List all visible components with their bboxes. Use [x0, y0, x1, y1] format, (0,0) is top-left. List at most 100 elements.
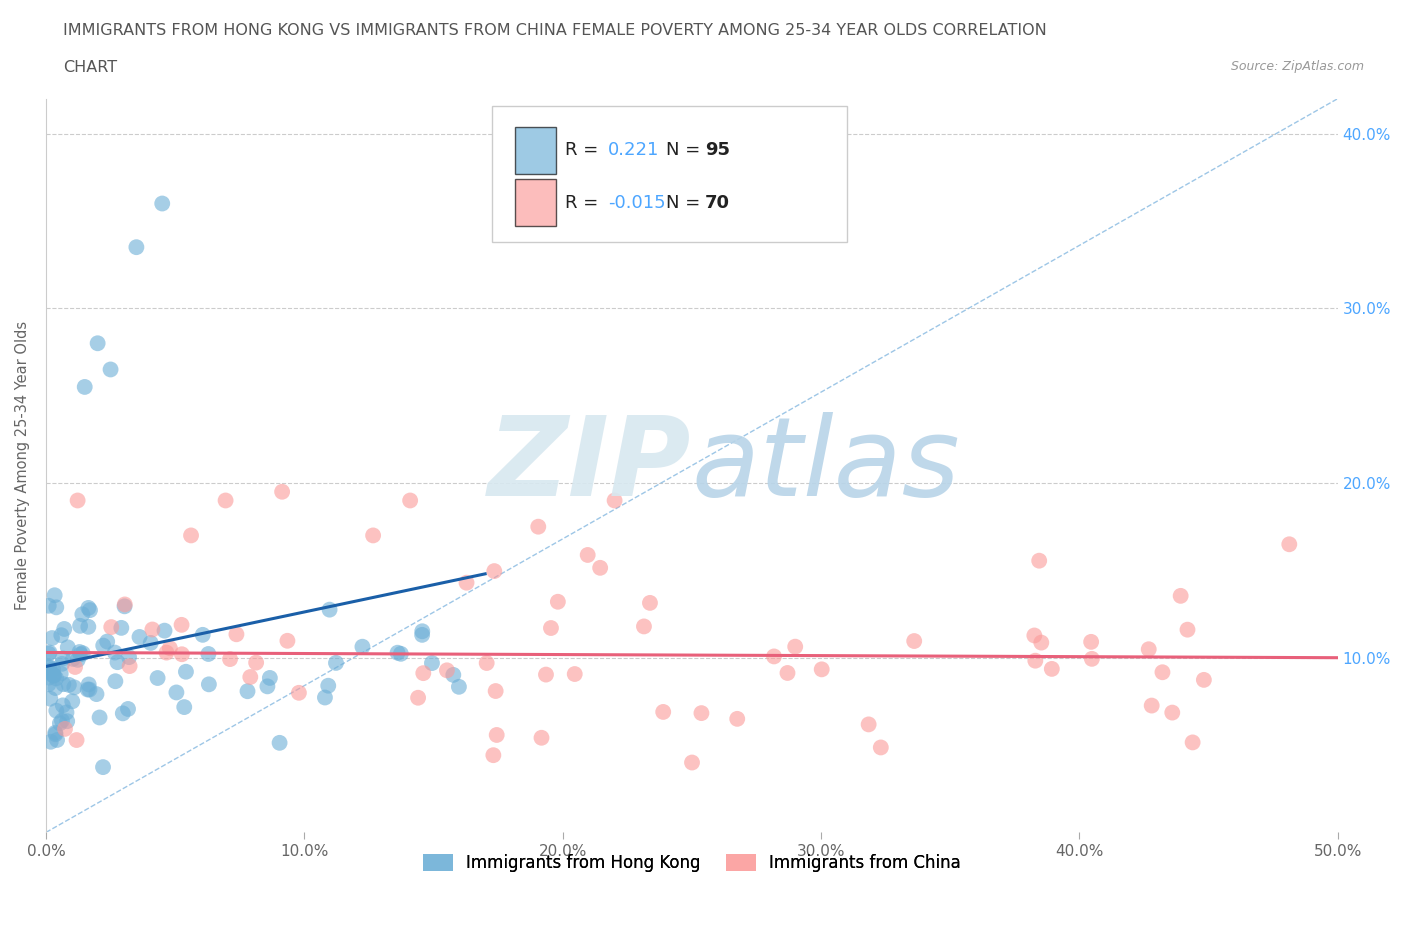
Point — [52, 698, 75, 712]
FancyBboxPatch shape — [515, 126, 557, 174]
Point — [38, 663, 60, 678]
Point — [288, 685, 311, 700]
Point — [38, 645, 60, 660]
Point — [245, 655, 267, 670]
Point — [125, 240, 148, 255]
Point — [38, 646, 60, 661]
Point — [170, 647, 193, 662]
Point — [51, 628, 73, 643]
Point — [1170, 589, 1192, 604]
Point — [44, 588, 66, 603]
Point — [1152, 665, 1174, 680]
Text: IMMIGRANTS FROM HONG KONG VS IMMIGRANTS FROM CHINA FEMALE POVERTY AMONG 25-34 YE: IMMIGRANTS FROM HONG KONG VS IMMIGRANTS … — [63, 23, 1047, 38]
Point — [73, 379, 96, 394]
Point — [104, 645, 127, 660]
Point — [44, 725, 66, 740]
Point — [411, 624, 433, 639]
Point — [45, 671, 67, 685]
Point — [1181, 735, 1204, 750]
Point — [633, 619, 655, 634]
Point — [776, 666, 799, 681]
Point — [412, 666, 434, 681]
Point — [51, 657, 73, 671]
Point — [76, 682, 98, 697]
Point — [690, 706, 713, 721]
Point — [564, 667, 586, 682]
Point — [276, 633, 298, 648]
Point — [42, 668, 65, 683]
Point — [53, 722, 76, 737]
Point — [269, 736, 291, 751]
Point — [58, 677, 80, 692]
Point — [69, 647, 91, 662]
Point — [456, 576, 478, 591]
Point — [1161, 705, 1184, 720]
Point — [146, 671, 169, 685]
Point — [53, 621, 76, 636]
Point — [77, 601, 100, 616]
Point — [316, 678, 339, 693]
Text: R =: R = — [565, 141, 605, 159]
Point — [114, 597, 136, 612]
Point — [436, 663, 458, 678]
Point — [485, 727, 508, 742]
Point — [236, 684, 259, 698]
Point — [763, 649, 786, 664]
Point — [214, 493, 236, 508]
Text: -0.015: -0.015 — [607, 193, 665, 212]
Point — [91, 638, 114, 653]
Point — [219, 652, 242, 667]
Text: Source: ZipAtlas.com: Source: ZipAtlas.com — [1230, 60, 1364, 73]
Point — [63, 659, 86, 674]
Point — [52, 677, 75, 692]
Point — [173, 699, 195, 714]
Point — [44, 726, 66, 741]
Point — [603, 493, 626, 508]
FancyBboxPatch shape — [492, 106, 846, 242]
Point — [42, 668, 65, 683]
Point — [63, 680, 86, 695]
Point — [1024, 653, 1046, 668]
Point — [42, 662, 65, 677]
Point — [1177, 622, 1199, 637]
Point — [485, 684, 508, 698]
Point — [104, 674, 127, 689]
Point — [69, 618, 91, 633]
Point — [810, 662, 832, 677]
Text: 0.221: 0.221 — [607, 141, 659, 159]
Point — [527, 519, 550, 534]
Point — [45, 703, 67, 718]
Point — [55, 705, 77, 720]
Point — [38, 677, 60, 692]
Point — [96, 634, 118, 649]
Text: N =: N = — [666, 141, 706, 159]
Point — [110, 620, 132, 635]
Point — [170, 618, 193, 632]
Point — [1080, 634, 1102, 649]
Point — [903, 633, 925, 648]
Point — [69, 644, 91, 659]
Point — [62, 651, 84, 666]
Point — [56, 713, 79, 728]
Point — [447, 679, 470, 694]
Text: 95: 95 — [704, 141, 730, 159]
Point — [484, 564, 506, 578]
Point — [45, 600, 67, 615]
Point — [858, 717, 880, 732]
Point — [540, 620, 562, 635]
Point — [49, 666, 72, 681]
Point — [111, 706, 134, 721]
Point — [399, 493, 422, 508]
Point — [652, 705, 675, 720]
Point — [153, 623, 176, 638]
Point — [65, 733, 87, 748]
Point — [91, 760, 114, 775]
Point — [86, 336, 108, 351]
Point — [56, 640, 79, 655]
Point — [547, 594, 569, 609]
Point — [165, 685, 187, 700]
Point — [60, 694, 83, 709]
Point — [1192, 672, 1215, 687]
Point — [198, 677, 221, 692]
Point — [475, 656, 498, 671]
